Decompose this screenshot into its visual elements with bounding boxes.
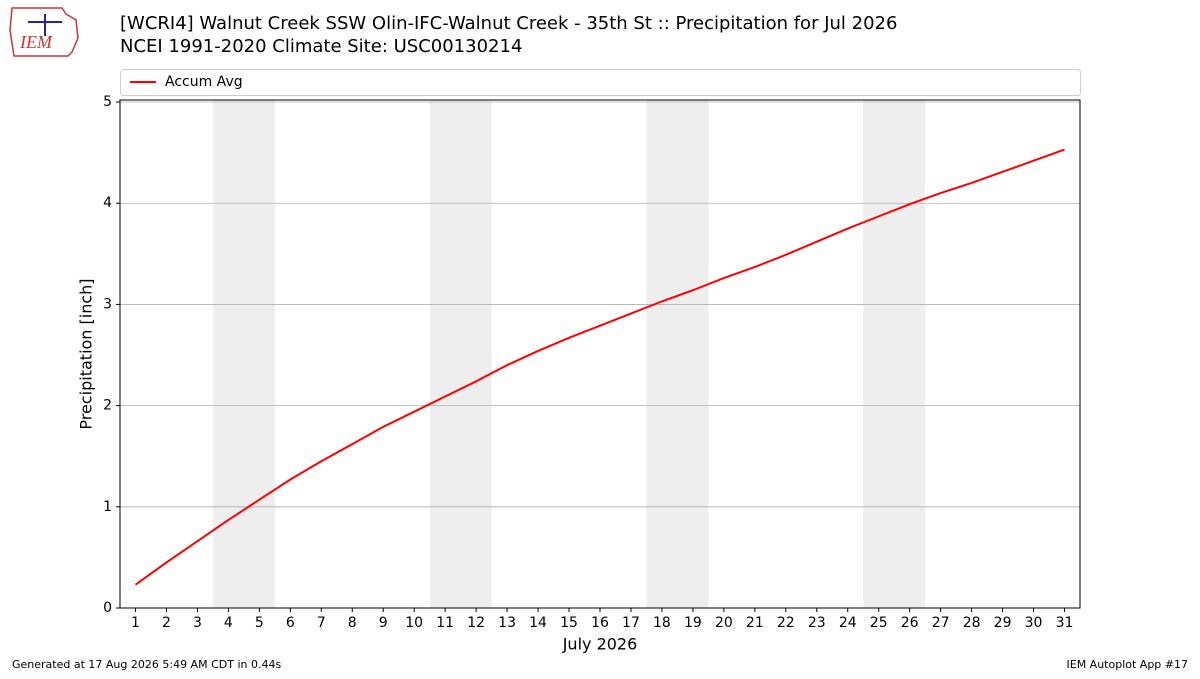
plot-frame	[119, 99, 1081, 609]
x-tick-label: 11	[436, 615, 454, 631]
x-axis-label: July 2026	[562, 635, 638, 654]
y-tick-label: 4	[103, 195, 112, 211]
x-tick-label: 25	[870, 615, 888, 631]
chart-subtitle: NCEI 1991-2020 Climate Site: USC00130214	[120, 36, 522, 57]
x-tick-label: 10	[405, 615, 423, 631]
y-tick-label: 2	[103, 398, 112, 414]
legend-box	[120, 69, 1081, 96]
series-line	[134, 148, 1065, 586]
x-tick-label: 5	[255, 615, 264, 631]
x-tick-label: 23	[808, 615, 826, 631]
x-tick-label: 31	[1056, 615, 1074, 631]
x-tick-label: 6	[286, 615, 295, 631]
x-tick-label: 4	[224, 615, 233, 631]
x-tick-label: 7	[317, 615, 326, 631]
x-tick-label: 21	[746, 615, 764, 631]
x-tick-label: 8	[348, 615, 357, 631]
x-tick-label: 30	[1025, 615, 1043, 631]
x-tick-label: 22	[777, 615, 795, 631]
y-tick-label: 5	[103, 94, 112, 110]
footer-left: Generated at 17 Aug 2026 5:49 AM CDT in …	[12, 658, 281, 671]
x-tick-label: 24	[839, 615, 857, 631]
x-tick-label: 13	[498, 615, 516, 631]
x-tick-label: 9	[379, 615, 388, 631]
x-tick-label: 18	[653, 615, 671, 631]
footer-right: IEM Autoplot App #17	[1067, 658, 1189, 671]
x-tick-label: 29	[994, 615, 1012, 631]
weekend-shade	[863, 100, 926, 608]
y-tick-label: 1	[103, 499, 112, 515]
x-tick-label: 1	[131, 615, 140, 631]
y-tick-label: 3	[103, 296, 112, 312]
logo-text: IEM	[19, 32, 53, 52]
logo: IEM	[9, 7, 79, 57]
y-axis-label: Precipitation [inch]	[77, 278, 96, 429]
x-tick-label: 14	[529, 615, 547, 631]
weekend-shade	[646, 100, 709, 608]
x-tick-label: 17	[622, 615, 640, 631]
x-tick-label: 12	[467, 615, 485, 631]
x-tick-label: 27	[932, 615, 950, 631]
y-tick-label: 0	[103, 600, 112, 616]
weekend-shade	[429, 100, 492, 608]
x-tick-label: 28	[963, 615, 981, 631]
x-tick-label: 2	[162, 615, 171, 631]
chart-title: [WCRI4] Walnut Creek SSW Olin-IFC-Walnut…	[120, 13, 897, 34]
legend-label: Accum Avg	[165, 74, 243, 90]
x-tick-label: 16	[591, 615, 609, 631]
x-tick-label: 26	[901, 615, 919, 631]
x-tick-label: 20	[715, 615, 733, 631]
x-tick-label: 3	[193, 615, 202, 631]
x-tick-label: 15	[560, 615, 578, 631]
x-tick-label: 19	[684, 615, 702, 631]
weekend-shade	[212, 100, 275, 608]
